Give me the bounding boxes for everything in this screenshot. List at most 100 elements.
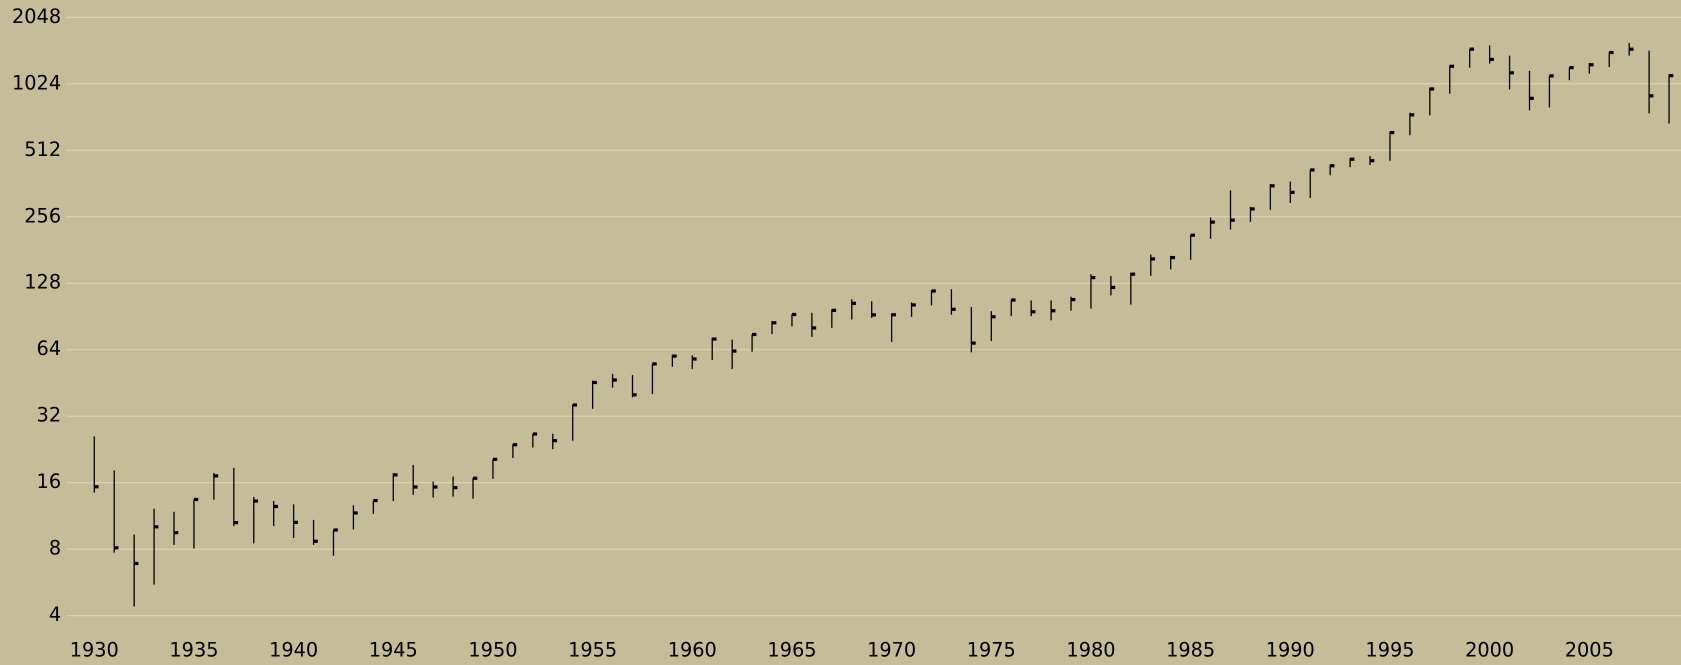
y-tick-label: 512 (24, 138, 61, 161)
y-tick-label: 128 (24, 271, 61, 294)
close-tick (931, 289, 936, 293)
x-tick-label: 1960 (668, 638, 717, 661)
close-tick (1549, 74, 1554, 78)
close-tick (213, 474, 219, 478)
y-tick-label: 4 (49, 603, 61, 626)
close-tick (1629, 47, 1634, 51)
close-tick (672, 354, 677, 358)
close-tick (154, 525, 159, 529)
close-tick (313, 539, 318, 543)
close-tick (1449, 64, 1455, 68)
close-tick (1130, 272, 1136, 276)
x-tick-label: 1935 (169, 638, 218, 661)
close-tick (1609, 50, 1614, 55)
close-tick (1509, 71, 1514, 75)
close-tick (413, 485, 418, 489)
close-tick (1150, 257, 1156, 261)
close-tick (333, 528, 338, 532)
close-tick (1669, 74, 1674, 78)
y-tick-label: 16 (37, 470, 62, 493)
close-tick (1330, 164, 1335, 168)
close-tick (632, 393, 637, 397)
close-tick (1071, 297, 1076, 302)
close-tick (752, 332, 757, 337)
close-tick (652, 362, 657, 366)
close-tick (1529, 96, 1534, 100)
close-tick (1310, 168, 1315, 172)
close-tick (1250, 207, 1255, 211)
x-tick-label: 1995 (1365, 638, 1414, 661)
x-tick-label: 1955 (568, 638, 617, 661)
close-tick (1469, 47, 1474, 51)
x-tick-label: 1965 (767, 638, 816, 661)
close-tick (174, 531, 179, 535)
close-tick (233, 521, 239, 525)
close-tick (193, 497, 199, 502)
x-tick-label: 1970 (867, 638, 916, 661)
close-tick (851, 301, 857, 305)
close-tick (433, 485, 438, 489)
close-tick (1569, 66, 1574, 70)
close-tick (692, 357, 697, 361)
y-tick-label: 1024 (12, 71, 61, 94)
close-tick (94, 485, 99, 489)
close-tick (572, 403, 577, 407)
close-tick (772, 321, 777, 325)
close-tick (373, 498, 378, 503)
close-tick (1031, 310, 1036, 314)
y-tick-label: 32 (37, 404, 62, 427)
close-tick (512, 443, 518, 447)
close-tick (1290, 190, 1295, 194)
close-tick (293, 520, 298, 524)
close-tick (592, 380, 597, 385)
close-tick (1370, 159, 1375, 163)
close-tick (871, 313, 876, 317)
close-tick (1270, 184, 1275, 188)
close-tick (492, 457, 498, 461)
close-tick (253, 499, 259, 503)
close-tick (712, 337, 717, 341)
y-tick-label: 256 (24, 204, 61, 227)
close-tick (273, 504, 278, 509)
close-tick (532, 432, 538, 436)
close-tick (951, 307, 956, 311)
close-tick (1409, 113, 1415, 117)
close-tick (1389, 130, 1395, 135)
x-tick-label: 1930 (70, 638, 119, 661)
y-tick-label: 64 (37, 337, 62, 360)
close-tick (1110, 285, 1116, 290)
close-tick (134, 561, 139, 566)
x-tick-label: 1985 (1166, 638, 1215, 661)
x-tick-label: 1980 (1066, 638, 1115, 661)
close-tick (1350, 157, 1355, 161)
x-tick-label: 1945 (369, 638, 418, 661)
x-tick-label: 1975 (967, 638, 1016, 661)
x-tick-label: 1950 (468, 638, 517, 661)
close-tick (1011, 298, 1016, 302)
close-tick (1170, 255, 1175, 260)
x-tick-label: 1940 (269, 638, 318, 661)
close-tick (353, 511, 358, 515)
close-tick (393, 473, 398, 477)
close-tick (732, 349, 737, 353)
close-tick (1649, 94, 1654, 98)
close-tick (1589, 63, 1594, 67)
close-tick (453, 486, 458, 490)
close-tick (1489, 57, 1494, 62)
close-tick (811, 326, 817, 330)
close-tick (612, 378, 617, 382)
close-tick (831, 308, 837, 312)
close-tick (1230, 218, 1235, 222)
close-tick (114, 546, 119, 550)
close-tick (473, 476, 478, 480)
x-tick-label: 2000 (1465, 638, 1514, 661)
close-tick (791, 312, 797, 317)
x-tick-label: 2005 (1565, 638, 1614, 661)
close-tick (1190, 233, 1195, 237)
close-tick (552, 439, 558, 443)
close-tick (1429, 87, 1435, 91)
x-tick-label: 1990 (1266, 638, 1315, 661)
y-tick-label: 2048 (12, 5, 61, 28)
